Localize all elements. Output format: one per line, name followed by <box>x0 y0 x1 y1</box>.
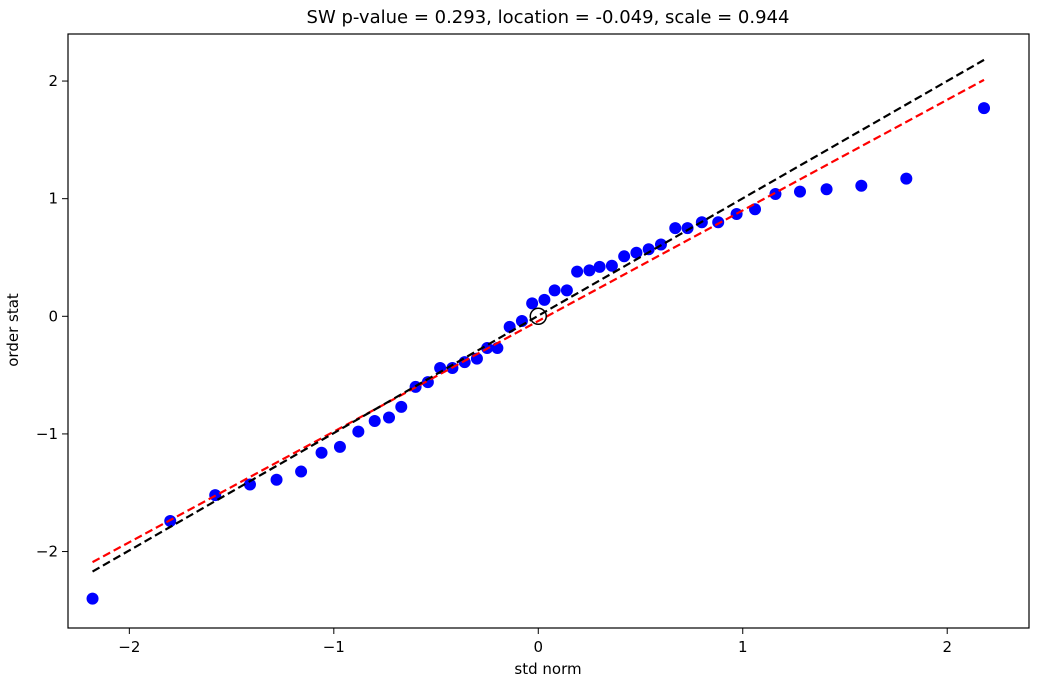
data-point <box>295 465 308 478</box>
data-point <box>669 222 682 235</box>
data-point <box>571 265 584 278</box>
data-point <box>333 440 346 453</box>
y-tick-label: 1 <box>48 190 58 208</box>
data-point <box>820 183 833 196</box>
axis-ticks: −2 −1 0 1 2 −2 −1 0 1 2 <box>36 72 952 656</box>
fit-line <box>91 58 985 573</box>
origin-marker <box>529 307 548 326</box>
data-point <box>368 414 381 427</box>
data-point <box>900 172 913 185</box>
plot-frame <box>67 33 1030 629</box>
data-point <box>593 260 606 273</box>
data-point <box>315 446 328 459</box>
data-point <box>769 187 782 200</box>
x-tick-label: 0 <box>534 638 544 656</box>
y-tick-label: 0 <box>48 307 58 325</box>
data-point <box>383 411 396 424</box>
x-tick-label: 2 <box>942 638 952 656</box>
y-tick-label: 2 <box>48 72 58 90</box>
y-axis-label: order stat <box>4 293 22 367</box>
data-point <box>855 179 868 192</box>
y-tick-label: −1 <box>36 425 58 443</box>
data-point <box>548 284 561 297</box>
x-tick-label: 1 <box>738 638 748 656</box>
data-point <box>630 246 643 259</box>
x-axis-label: std norm <box>514 660 581 676</box>
data-point <box>458 356 471 369</box>
x-tick-label: −1 <box>323 638 345 656</box>
data-point <box>605 259 618 272</box>
data-point <box>538 293 551 306</box>
data-point <box>618 250 631 263</box>
x-tick-label: −2 <box>118 638 140 656</box>
plot-area <box>86 58 991 605</box>
data-point <box>681 222 694 235</box>
reference-line <box>92 78 985 564</box>
data-point <box>712 216 725 229</box>
data-point <box>642 243 655 256</box>
data-point <box>526 297 539 310</box>
data-point <box>583 264 596 277</box>
y-tick-label: −2 <box>36 543 58 561</box>
data-point <box>352 425 365 438</box>
chart-title: SW p-value = 0.293, location = -0.049, s… <box>307 7 790 28</box>
data-point <box>560 284 573 297</box>
data-point <box>978 102 991 115</box>
data-point <box>793 185 806 198</box>
data-point <box>395 400 408 413</box>
data-point <box>86 592 99 605</box>
data-point <box>270 473 283 486</box>
data-point <box>243 478 256 491</box>
